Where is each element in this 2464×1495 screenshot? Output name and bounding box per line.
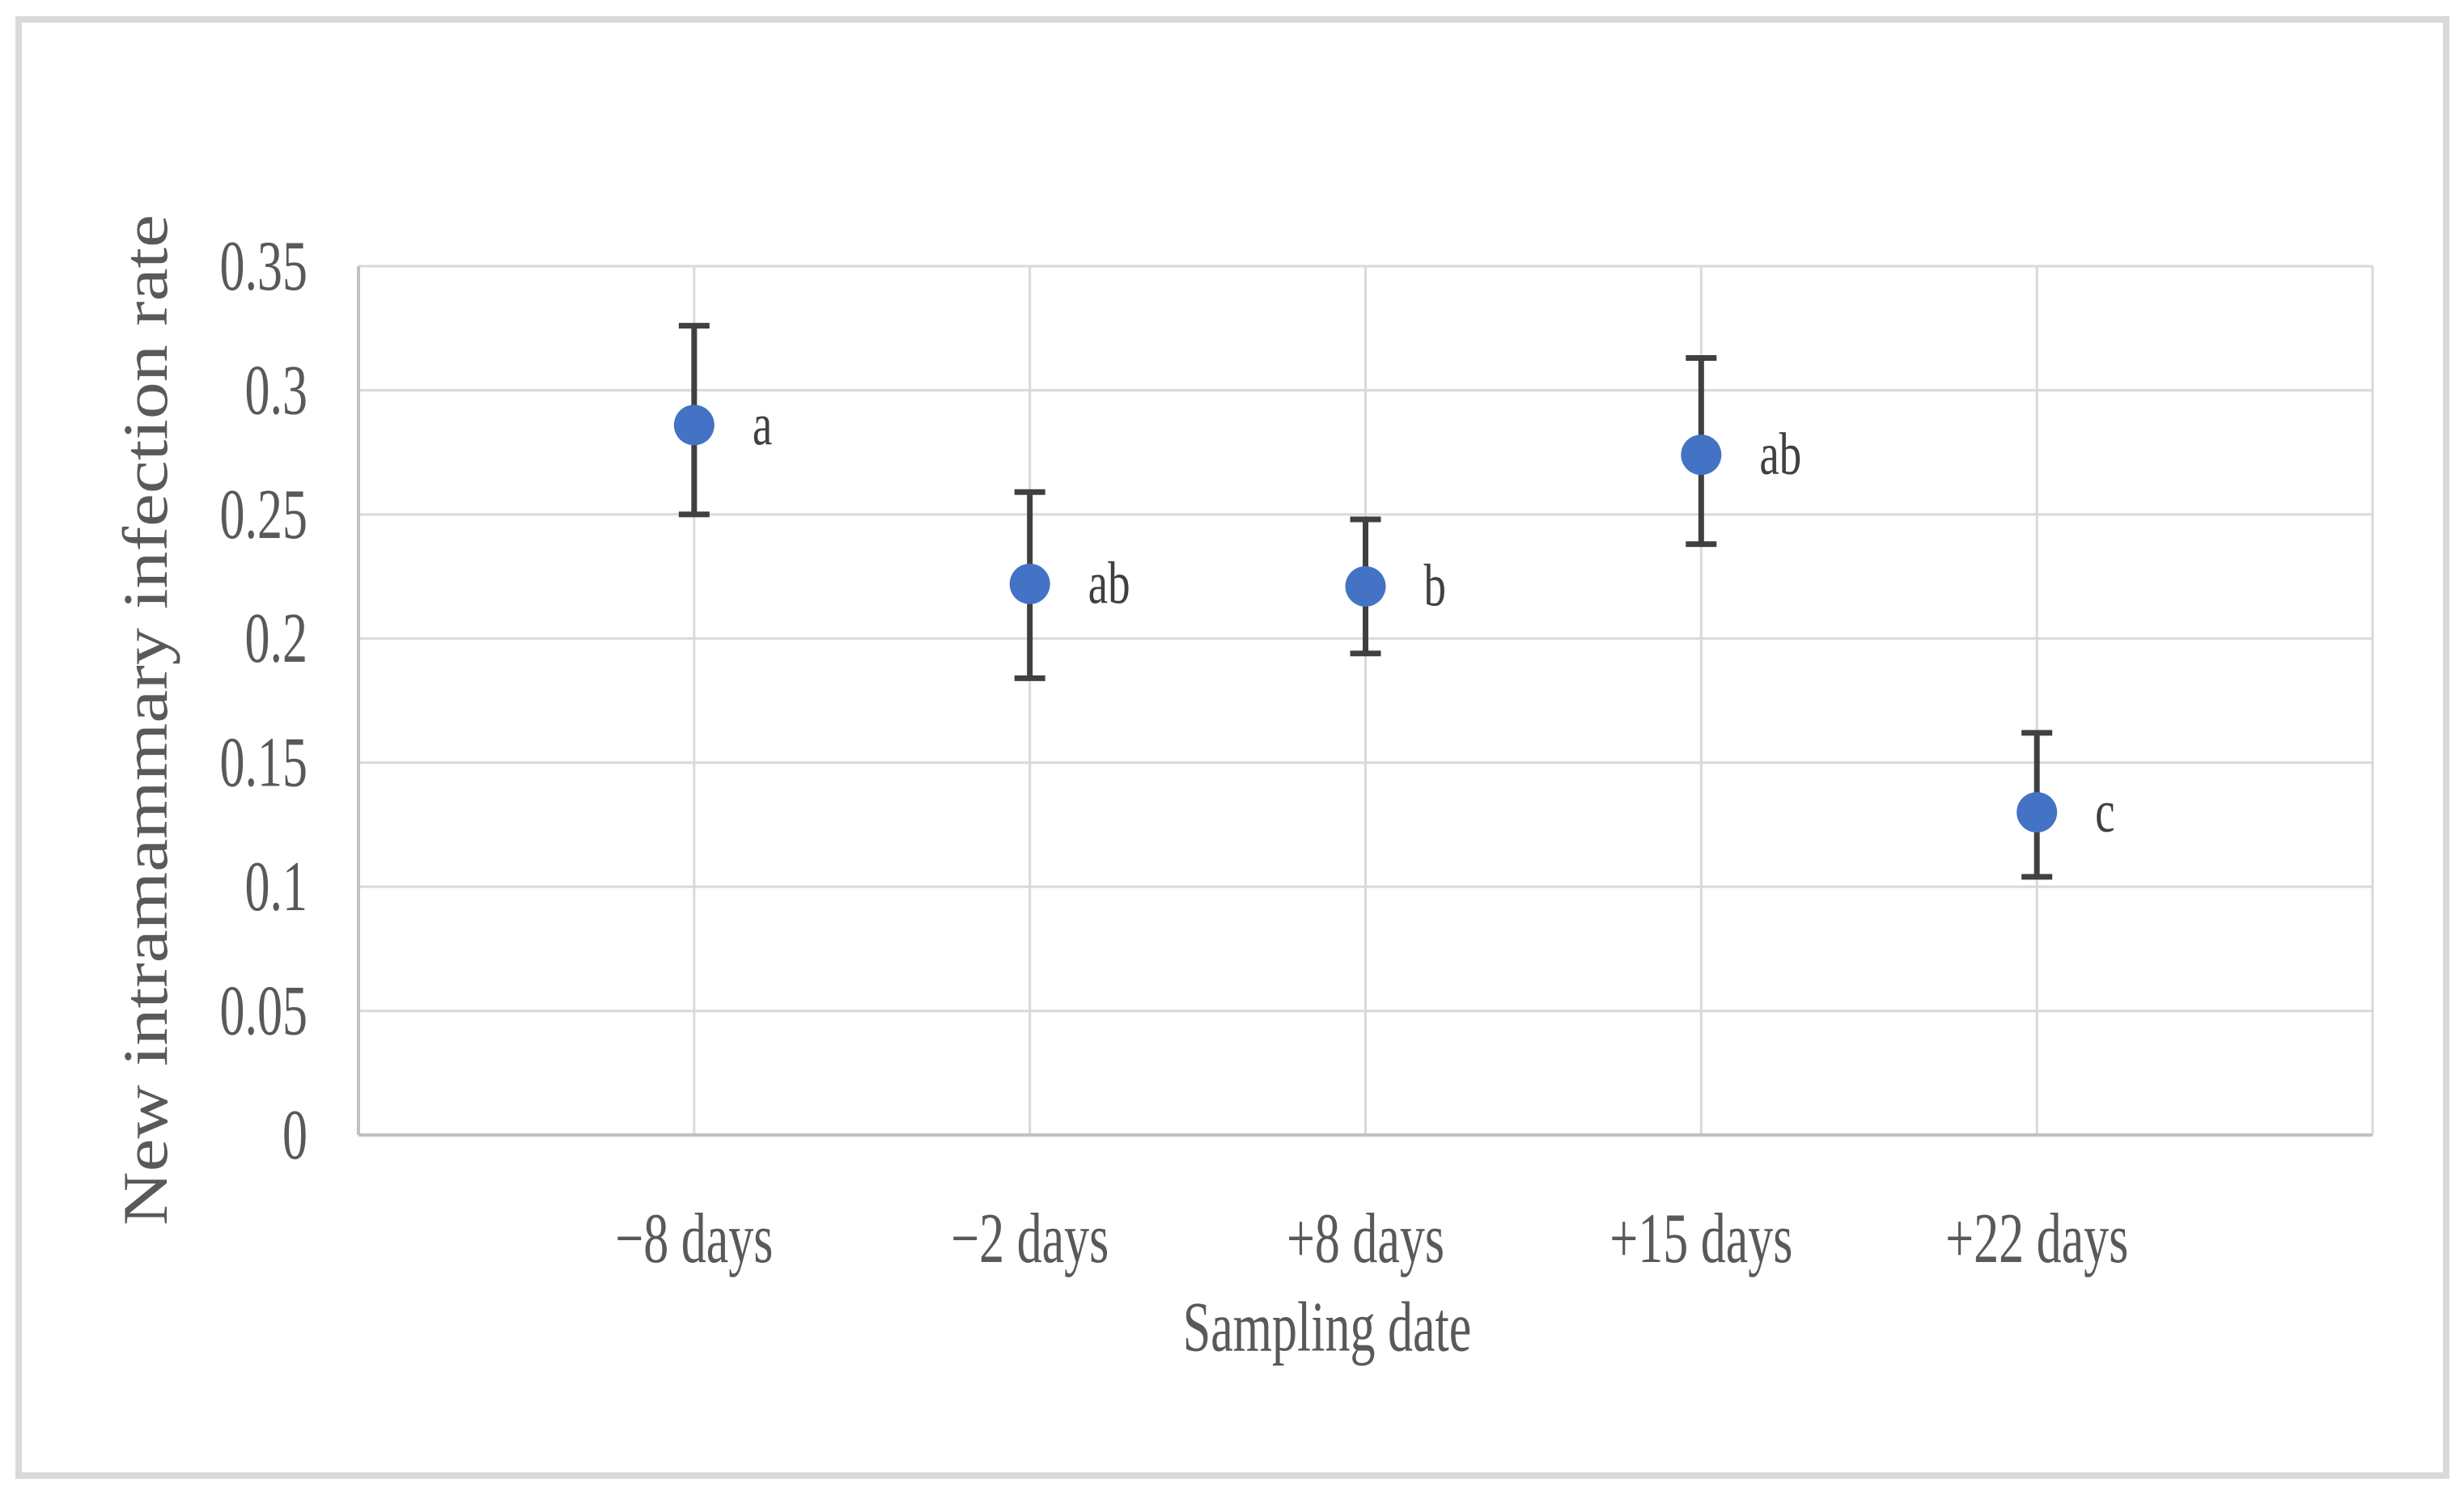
x-tick-label: +22 days [1945, 1200, 2128, 1278]
y-tick-label: 0.2 [245, 599, 307, 678]
y-axis-title: New intramammary infection rate [110, 214, 180, 1226]
x-axis-title: Sampling date [1182, 1289, 1472, 1367]
data-point [1009, 563, 1050, 604]
significance-letter: ab [1088, 551, 1130, 617]
y-tick-label: 0.15 [220, 723, 307, 802]
significance-letter: c [2095, 779, 2114, 845]
y-tick-label: 0.25 [220, 475, 307, 553]
data-point [1345, 565, 1386, 607]
y-tick-label: 0 [282, 1095, 307, 1174]
y-tick-label: 0.35 [220, 227, 307, 305]
x-tick-label: +8 days [1287, 1200, 1444, 1278]
y-tick-label: 0.3 [245, 351, 307, 430]
significance-letter: ab [1759, 421, 1801, 488]
x-tick-label: +15 days [1609, 1200, 1792, 1278]
x-tick-label: −2 days [951, 1200, 1109, 1278]
figure-border [15, 16, 2449, 1479]
significance-letter: b [1424, 553, 1447, 620]
y-tick-label: 0.05 [220, 972, 307, 1050]
significance-letter: a [753, 392, 772, 458]
data-point [1681, 434, 1722, 476]
data-point [673, 404, 715, 446]
x-tick-label: −8 days [615, 1200, 773, 1278]
y-tick-label: 0.1 [245, 848, 307, 926]
data-point [2017, 792, 2058, 833]
